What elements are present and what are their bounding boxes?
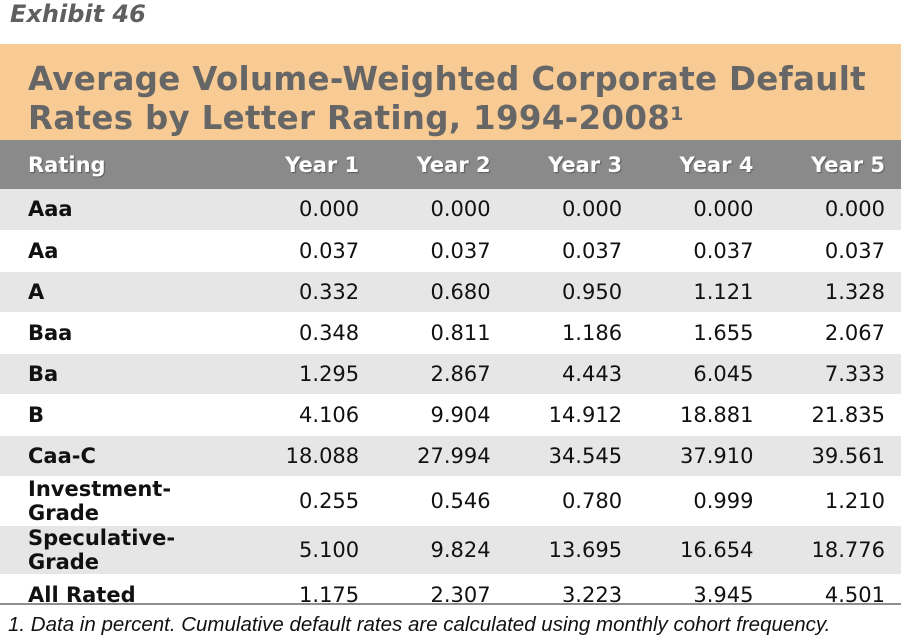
- table-row: B 4.106 9.904 14.912 18.881 21.835: [0, 394, 901, 436]
- table-row: Investment-Grade 0.255 0.546 0.780 0.999 1.21…: [0, 476, 901, 526]
- rate-cell-year-1: 18.088: [243, 435, 376, 477]
- rate-cell-year-3: 0.000: [506, 189, 639, 231]
- column-header-year-1: Year 1: [285, 152, 360, 177]
- rating-cell: Caa-C: [0, 435, 244, 477]
- table-row: All Rated 1.175 2.307 3.223 3.945 4.501: [0, 574, 901, 616]
- rate-cell-year-1: 5.100: [243, 525, 376, 575]
- rate-cell-year-3: 34.545: [506, 435, 639, 477]
- rate-cell-year-2: 0.037: [375, 230, 507, 272]
- table-row: Aa 0.037 0.037 0.037 0.037 0.037: [0, 230, 901, 272]
- rate-cell-year-2: 27.994: [375, 435, 507, 477]
- rate-cell-year-1: 0.000: [243, 189, 376, 231]
- rate-cell-year-1: 1.295: [243, 353, 376, 395]
- rate-cell-year-2: 9.904: [375, 394, 507, 436]
- rating-cell: Aa: [0, 230, 244, 272]
- header-row: Rating Year 1 Year 2 Year 3 Year 4 Year …: [0, 140, 901, 189]
- rate-cell-year-2: 2.307: [375, 574, 507, 616]
- rate-cell-year-4: 6.045: [638, 353, 770, 395]
- rate-cell-year-4: 3.945: [638, 574, 770, 616]
- table-row: Speculative-Grade 5.100 9.824 13.695 16.654 1…: [0, 525, 901, 575]
- table-row: Ba 1.295 2.867 4.443 6.045 7.333: [0, 353, 901, 395]
- table-row: Caa-C 18.088 27.994 34.545 37.910 39.561: [0, 435, 901, 477]
- rate-cell-year-5: 4.501: [769, 574, 901, 616]
- footnote: 1. Data in percent. Cumulative default r…: [8, 613, 831, 636]
- rate-cell-year-2: 0.546: [375, 476, 507, 526]
- table-title: Average Volume-Weighted Corporate Defaul…: [28, 60, 888, 138]
- title-band: [0, 44, 901, 140]
- rate-cell-year-3: 0.037: [506, 230, 639, 272]
- column-header-rating: Rating: [28, 152, 106, 177]
- rate-cell-year-5: 1.210: [769, 476, 901, 526]
- rate-cell-year-5: 21.835: [769, 394, 901, 436]
- column-header-year-3: Year 3: [548, 152, 623, 177]
- rate-cell-year-1: 0.037: [243, 230, 376, 272]
- rate-cell-year-3: 0.950: [506, 271, 639, 313]
- rate-cell-year-2: 0.000: [375, 189, 507, 231]
- table-row: Aaa 0.000 0.000 0.000 0.000 0.000: [0, 189, 901, 231]
- rate-cell-year-5: 2.067: [769, 312, 901, 354]
- rate-cell-year-4: 37.910: [638, 435, 770, 477]
- rate-cell-year-5: 7.333: [769, 353, 901, 395]
- rate-cell-year-4: 0.000: [638, 189, 770, 231]
- table-title-line1: Average Volume-Weighted Corporate Defaul…: [28, 60, 867, 98]
- rate-cell-year-5: 1.328: [769, 271, 901, 313]
- footnote-marker: 1: [670, 103, 684, 125]
- table-bottom-rule: [0, 603, 901, 605]
- rate-cell-year-4: 0.037: [638, 230, 770, 272]
- rate-cell-year-1: 0.332: [243, 271, 376, 313]
- rate-cell-year-3: 0.780: [506, 476, 639, 526]
- rate-cell-year-4: 0.999: [638, 476, 770, 526]
- rate-cell-year-5: 0.037: [769, 230, 901, 272]
- rate-cell-year-3: 3.223: [506, 574, 639, 616]
- rate-cell-year-1: 4.106: [243, 394, 376, 436]
- table-row: Baa 0.348 0.811 1.186 1.655 2.067: [0, 312, 901, 354]
- table-row: A 0.332 0.680 0.950 1.121 1.328: [0, 271, 901, 313]
- rate-cell-year-5: 18.776: [769, 525, 901, 575]
- rate-cell-year-5: 39.561: [769, 435, 901, 477]
- rate-cell-year-2: 0.680: [375, 271, 507, 313]
- rate-cell-year-1: 0.255: [243, 476, 376, 526]
- rate-cell-year-3: 13.695: [506, 525, 639, 575]
- table-title-line2: Rates by Letter Rating, 1994-2008: [28, 99, 671, 137]
- rate-cell-year-2: 9.824: [375, 525, 507, 575]
- rate-cell-year-3: 14.912: [506, 394, 639, 436]
- column-header-year-4: Year 4: [679, 152, 754, 177]
- rating-cell: All Rated: [0, 574, 244, 616]
- rate-cell-year-5: 0.000: [769, 189, 901, 231]
- rate-cell-year-1: 0.348: [243, 312, 376, 354]
- rate-cell-year-3: 4.443: [506, 353, 639, 395]
- rate-cell-year-2: 0.811: [375, 312, 507, 354]
- column-header-year-2: Year 2: [416, 152, 491, 177]
- rate-cell-year-4: 16.654: [638, 525, 770, 575]
- rating-cell: Aaa: [0, 189, 244, 231]
- rating-cell: Ba: [0, 353, 244, 395]
- rate-cell-year-4: 18.881: [638, 394, 770, 436]
- rate-cell-year-4: 1.121: [638, 271, 770, 313]
- rate-cell-year-4: 1.655: [638, 312, 770, 354]
- rating-cell: Speculative-Grade: [0, 525, 244, 575]
- exhibit-label: Exhibit 46: [10, 0, 146, 28]
- rating-cell: Baa: [0, 312, 244, 354]
- rate-cell-year-3: 1.186: [506, 312, 639, 354]
- table-body: Aaa 0.000 0.000 0.000 0.000 0.000 Aa 0.037 0.037…: [0, 189, 901, 616]
- rate-cell-year-2: 2.867: [375, 353, 507, 395]
- default-rates-table: Rating Year 1 Year 2 Year 3 Year 4 Year …: [0, 140, 901, 616]
- rate-cell-year-1: 1.175: [243, 574, 376, 616]
- rating-cell: Investment-Grade: [0, 476, 244, 526]
- rating-cell: B: [0, 394, 244, 436]
- rating-cell: A: [0, 271, 244, 313]
- column-header-year-5: Year 5: [811, 152, 885, 177]
